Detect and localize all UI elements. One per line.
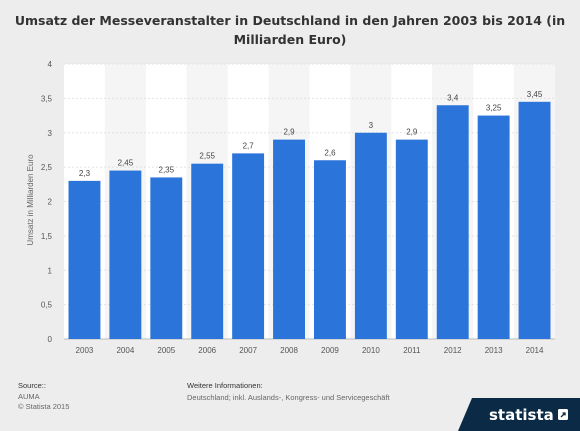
bars <box>68 101 551 339</box>
data-label: 2,9 <box>283 128 295 137</box>
x-tick-label: 2008 <box>280 346 298 355</box>
x-tick-label: 2005 <box>157 346 175 355</box>
bar <box>68 180 101 339</box>
bar <box>109 170 142 339</box>
bar-chart: 2,32,452,352,552,72,92,632,93,43,253,45 … <box>26 60 555 355</box>
y-tick-label: 4 <box>48 60 53 69</box>
info-text: Deutschland; inkl. Auslands-, Kongress- … <box>187 393 390 402</box>
value-labels: 2,3 2,45 2,35 2,55 2,7 2,9 2,6 3 2,9 3,4 3,25 3,45 <box>79 90 543 178</box>
data-label: 3,4 <box>447 93 459 102</box>
x-tick-label: 2011 <box>403 346 421 355</box>
x-tick-label: 2014 <box>526 346 544 355</box>
x-tick-label: 2009 <box>321 346 339 355</box>
data-label: 2,6 <box>324 148 336 157</box>
logo-background <box>458 398 580 431</box>
source-label: Source:: <box>18 381 46 390</box>
data-label: 2,55 <box>199 152 215 161</box>
data-label: 2,3 <box>79 169 91 178</box>
bar <box>395 139 428 339</box>
y-tick-label: 3 <box>48 129 53 138</box>
gridlines <box>64 63 555 340</box>
y-tick-label: 0 <box>48 335 53 344</box>
bar <box>354 132 387 339</box>
data-label: 2,7 <box>243 141 255 150</box>
source-line: AUMA <box>18 392 40 401</box>
y-tick-label: 0,5 <box>41 301 53 310</box>
y-tick-labels: 0 0,5 1 1,5 2 2,5 3 3,5 4 <box>41 60 53 344</box>
copyright-line: © Statista 2015 <box>18 402 70 411</box>
x-tick-label: 2006 <box>198 346 216 355</box>
y-tick-label: 3,5 <box>41 94 53 103</box>
data-label: 3,45 <box>527 90 543 99</box>
data-label: 2,35 <box>159 165 175 174</box>
bar <box>232 153 265 339</box>
bar <box>191 163 224 339</box>
bar <box>273 139 305 339</box>
logo-arrow-icon <box>558 409 568 420</box>
bar <box>518 101 551 339</box>
x-tick-label: 2007 <box>239 346 257 355</box>
bar <box>150 177 183 339</box>
y-tick-label: 1,5 <box>41 232 53 241</box>
data-label: 3 <box>369 121 374 130</box>
logo-wordmark: statista <box>489 406 554 424</box>
x-tick-labels: 2003 2004 2005 2006 2007 2008 2009 2010 2011 2012… <box>76 346 544 355</box>
y-axis-label: Umsatz in Milliarden Euro <box>26 154 35 246</box>
bar <box>314 160 346 339</box>
x-tick-label: 2004 <box>116 346 134 355</box>
x-tick-label: 2010 <box>362 346 380 355</box>
x-tick-label: 2012 <box>444 346 462 355</box>
bar <box>477 115 510 339</box>
data-label: 2,9 <box>406 128 418 137</box>
y-tick-label: 2,5 <box>41 163 53 172</box>
bar <box>436 105 469 339</box>
data-label: 3,25 <box>486 104 502 113</box>
y-tick-label: 2 <box>48 198 53 207</box>
y-tick-label: 1 <box>48 266 53 275</box>
statista-logo[interactable]: statista <box>458 398 580 431</box>
data-label: 2,45 <box>118 159 134 168</box>
chart-title: Umsatz der Messeveranstalter in Deutschl… <box>14 13 566 47</box>
x-tick-label: 2013 <box>485 346 503 355</box>
x-tick-label: 2003 <box>76 346 94 355</box>
info-title: Weitere Informationen: <box>187 381 263 390</box>
